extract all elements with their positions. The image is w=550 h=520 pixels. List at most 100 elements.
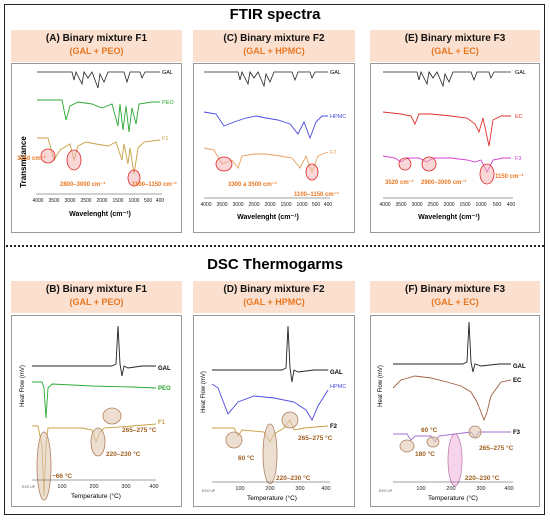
panel-a-marker-3 bbox=[127, 169, 141, 187]
panel-b-title: (B) Binary mixture F1 bbox=[45, 284, 148, 295]
panel-f-ylabel: Heat Flow (mV) bbox=[378, 365, 384, 407]
panel-d-annotation-3: 265–275 °C bbox=[298, 434, 333, 442]
panel-d-title: (D) Binary mixture F2 bbox=[223, 284, 325, 295]
panel-f-marker-2 bbox=[426, 436, 440, 448]
panel-a-xtick: 2000 bbox=[96, 198, 107, 204]
panel-e-xtick: 500 bbox=[493, 202, 502, 208]
panel-c-xtick: 4000 bbox=[200, 202, 211, 208]
panel-b-footnote: EXO UP bbox=[22, 485, 36, 489]
panel-a-ylabel: Transmitance bbox=[19, 136, 28, 188]
panel-d-annotation-2: 220–230 °C bbox=[276, 474, 311, 482]
panel-a-peo-label: PEO bbox=[162, 100, 174, 106]
panel-a-xtick: 2500 bbox=[80, 198, 91, 204]
panel-a-title: (A) Binary mixture F1 bbox=[45, 33, 148, 44]
panel-a-xtick: 400 bbox=[156, 198, 165, 204]
panel-d-xtick: 300 bbox=[295, 486, 304, 492]
panel-d-xlabel: Temperature (°C) bbox=[247, 494, 297, 502]
panel-f-subtitle: (GAL + EC) bbox=[431, 297, 479, 307]
panel-e-ec-label: EC bbox=[515, 114, 523, 120]
panel-a-xtick: 4000 bbox=[32, 198, 43, 204]
panel-a-xtick: 3000 bbox=[64, 198, 75, 204]
panel-b-marker-3 bbox=[102, 407, 122, 425]
panel-b-plot: Heat Flow (mV) GAL PEO F1 ~66 °C 220–230… bbox=[11, 315, 182, 507]
panel-e-gal-trace bbox=[383, 70, 511, 88]
panel-a-xtick: 1500 bbox=[112, 198, 123, 204]
panel-a-xtick: 3500 bbox=[48, 198, 59, 204]
panel-d-xtick: 400 bbox=[321, 486, 330, 492]
panel-b-xtick: 100 bbox=[57, 484, 66, 490]
panel-f-marker-1 bbox=[399, 439, 415, 453]
panel-e-xticks: 4000 3500 3000 2500 2000 1500 1000 500 4… bbox=[379, 202, 515, 208]
panel-c-marker-2 bbox=[305, 163, 319, 181]
panel-c-xtick: 1500 bbox=[280, 202, 291, 208]
panel-d-hpmc-trace bbox=[211, 383, 329, 421]
panel-d-f2-label: F2 bbox=[330, 424, 338, 430]
panel-f-xlabel: Temperature (°C) bbox=[428, 494, 478, 502]
panel-a-f1-trace bbox=[37, 137, 161, 175]
panel-f-footnote: EXO UP bbox=[379, 489, 393, 493]
panel-e-xtick: 2000 bbox=[443, 202, 454, 208]
panel-e-marker-1 bbox=[398, 157, 412, 171]
panel-d-xtick: 200 bbox=[265, 486, 274, 492]
dsc-section-title: DSC Thermogarms bbox=[207, 256, 343, 273]
panel-c-xtick: 2500 bbox=[248, 202, 259, 208]
panel-e-subtitle: (GAL + EC) bbox=[431, 46, 479, 56]
panel-e-annotation-2: 2900–3000 cm⁻¹ bbox=[421, 179, 467, 186]
panel-c-xtick: 3000 bbox=[232, 202, 243, 208]
panel-f-xticks: 100 200 300 400 bbox=[416, 486, 513, 492]
panel-f-annotation-1: 60 °C bbox=[421, 426, 438, 434]
panel-c-annotation-1: 3300 a 3500 cm⁻¹ bbox=[228, 181, 277, 188]
panel-f-title: (F) Binary mixture F3 bbox=[404, 284, 506, 295]
panel-f-xtick: 100 bbox=[416, 486, 425, 492]
panel-f-xtick: 200 bbox=[446, 486, 455, 492]
panel-d-hpmc-label: HPMC bbox=[330, 384, 346, 390]
ftir-section-title: FTIR spectra bbox=[229, 6, 321, 23]
panel-e-xlabel: Wavelenght (cm⁻¹) bbox=[418, 214, 480, 221]
panel-e-xtick: 4000 bbox=[379, 202, 390, 208]
panel-b-xtick: 400 bbox=[149, 484, 158, 490]
panel-d-ylabel: Heat Flow (mV) bbox=[201, 371, 207, 413]
panel-b-header: (B) Binary mixture F1 (GAL + PEO) bbox=[11, 281, 182, 313]
panel-e-plot: GAL EC F3 3520 cm⁻¹ 2900–3000 cm⁻¹ 1150 … bbox=[370, 63, 540, 233]
panel-d-gal-trace bbox=[212, 325, 328, 383]
panel-f-ec-label: EC bbox=[513, 378, 522, 384]
panel-a-xticks: 4000 3500 3000 2500 2000 1500 1000 500 4… bbox=[32, 198, 164, 204]
panel-c-gal-label: GAL bbox=[330, 70, 341, 76]
panel-b-gal-label: GAL bbox=[158, 366, 171, 372]
panel-d-gal-label: GAL bbox=[330, 370, 343, 376]
panel-c-xtick: 2000 bbox=[264, 202, 275, 208]
panel-d-footnote: EXO UP bbox=[202, 489, 216, 493]
panel-b-xlabel: Temperature (°C) bbox=[71, 492, 121, 500]
panel-e-header: (E) Binary mixture F3 (GAL + EC) bbox=[370, 30, 540, 62]
panel-f-header: (F) Binary mixture F3 (GAL + EC) bbox=[370, 281, 540, 313]
panel-f-annotation-3: 265–275 °C bbox=[479, 444, 514, 452]
panel-a-plot: Transmitance GAL PEO F1 3250 cm⁻¹ 2800–3… bbox=[11, 63, 182, 233]
panel-e-gal-label: GAL bbox=[515, 70, 526, 76]
panel-f-marker-3 bbox=[447, 433, 463, 487]
panel-e-xtick: 1500 bbox=[459, 202, 470, 208]
panel-f-annotation-4: 220–230 °C bbox=[465, 474, 500, 482]
panel-c-xtick: 1000 bbox=[296, 202, 307, 208]
panel-e-annotation-3: 1150 cm⁻¹ bbox=[495, 173, 524, 180]
panel-d-marker-3 bbox=[281, 411, 299, 429]
panel-b-peo-label: PEO bbox=[158, 386, 171, 392]
panel-b-xticks: 100 200 300 400 bbox=[57, 484, 158, 490]
panel-a-annotation-3: 1100–1150 cm⁻¹ bbox=[132, 181, 177, 188]
panel-b-annotation-3: 265–275 °C bbox=[122, 426, 157, 434]
panel-a-gal-trace bbox=[37, 70, 160, 89]
panel-b-f1-label: F1 bbox=[158, 420, 166, 426]
panel-c-annotation-2: 1100–1150 cm⁻¹ bbox=[294, 191, 339, 198]
panel-f-annotation-2: 180 °C bbox=[415, 450, 435, 458]
panel-a-f1-label: F1 bbox=[162, 136, 168, 142]
panel-b-annotation-2: 220–230 °C bbox=[106, 450, 141, 458]
panel-b-subtitle: (GAL + PEO) bbox=[69, 297, 124, 307]
figure-frame bbox=[4, 4, 545, 515]
panel-a-gal-label: GAL bbox=[162, 70, 173, 76]
panel-a-xlabel: Wavelenght (cm⁻¹) bbox=[69, 211, 131, 218]
panel-e-marker-3 bbox=[479, 163, 495, 185]
panel-b-marker-2 bbox=[90, 427, 106, 457]
panel-f-plot: Heat Flow (mV) GAL EC F3 60 °C 180 °C 26… bbox=[370, 315, 540, 507]
panel-c-plot: GAL HPMC F2 3300 a 3500 cm⁻¹ 1100–1150 c… bbox=[193, 63, 355, 233]
panel-c-xtick: 3500 bbox=[216, 202, 227, 208]
panel-d-marker-2 bbox=[262, 423, 278, 485]
